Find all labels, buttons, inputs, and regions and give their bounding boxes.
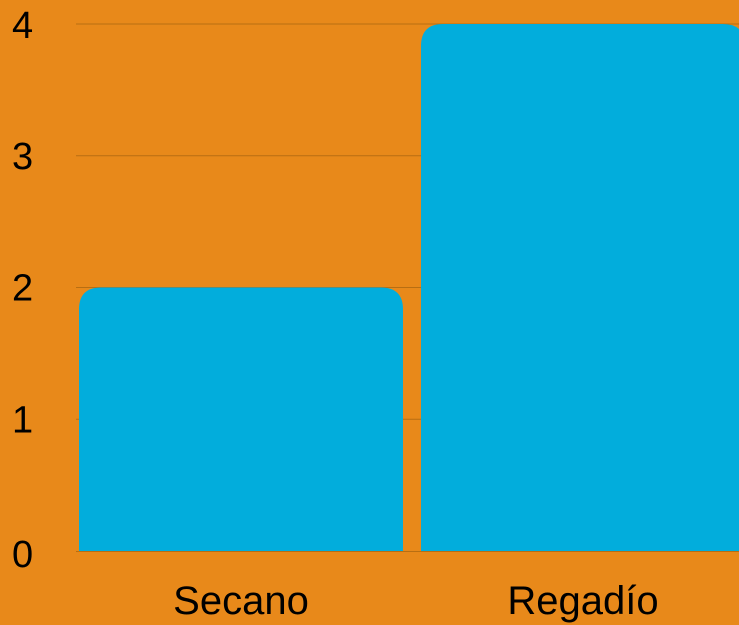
y-tick-label: 1: [12, 399, 33, 441]
y-tick-label: 0: [12, 534, 33, 576]
y-tick-label: 4: [12, 5, 33, 47]
bars: [79, 24, 739, 551]
x-tick-label: Regadío: [507, 579, 658, 623]
y-axis-ticks: 0 1 2 3 4: [12, 5, 33, 576]
x-tick-label: Secano: [173, 579, 309, 623]
bar-secano: [79, 287, 403, 551]
bar-regadío: [421, 24, 739, 551]
x-axis-labels: Secano Regadío: [173, 579, 658, 623]
y-tick-label: 3: [12, 136, 33, 178]
y-tick-label: 2: [12, 268, 33, 310]
